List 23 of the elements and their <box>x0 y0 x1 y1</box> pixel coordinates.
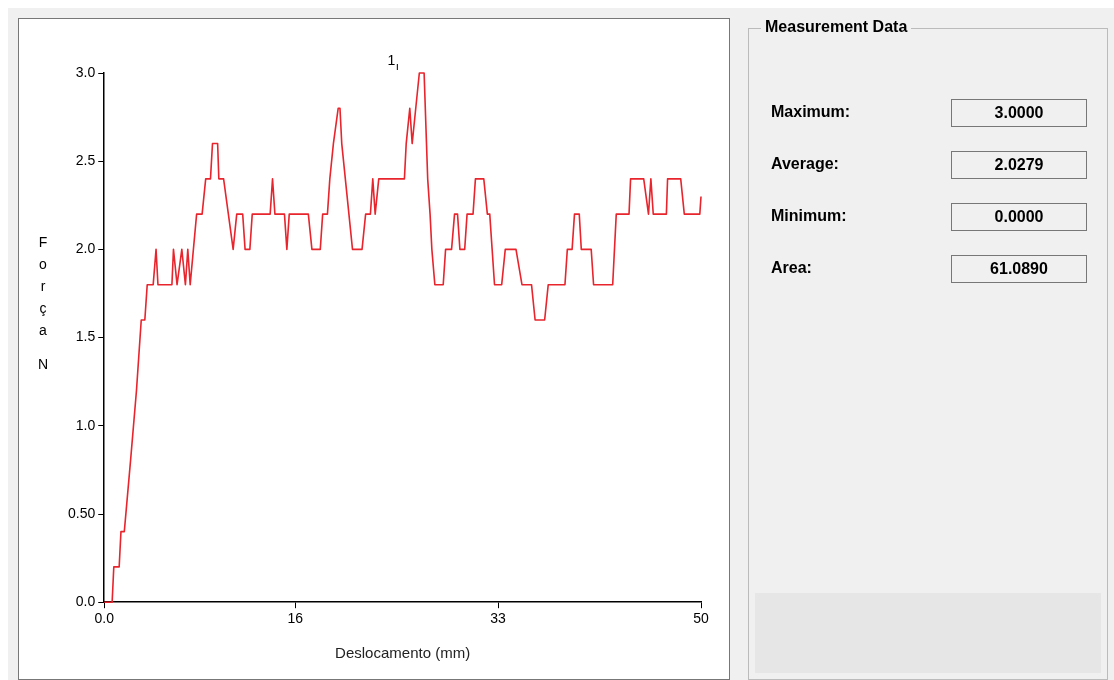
y-tick-label: 0.50 <box>68 504 96 521</box>
text: Average: <box>771 155 839 173</box>
y-tick-label: 1.0 <box>75 416 96 433</box>
text: 61.0890 <box>951 255 1087 283</box>
y-tick-label: 0.0 <box>75 593 96 610</box>
x-tick-label: 50 <box>693 610 709 627</box>
x-tick-label: 0.0 <box>94 610 115 627</box>
text: 1 <box>387 51 396 68</box>
text: Area: <box>771 259 812 277</box>
text: Minimum: <box>771 207 847 225</box>
y-tick-label: 1.5 <box>75 328 96 345</box>
x-tick-label: 16 <box>287 610 304 627</box>
x-tick-label: 33 <box>490 610 507 627</box>
y-tick-label: 2.5 <box>75 152 96 169</box>
x-axis-title: Deslocamento (mm) <box>335 644 471 662</box>
text: Maximum: <box>771 103 851 121</box>
y-tick-label: 3.0 <box>75 63 96 80</box>
text: 0.0000 <box>951 203 1087 231</box>
text: 2.0279 <box>951 151 1087 179</box>
text: Força N <box>37 234 49 372</box>
text: Measurement Data <box>761 18 912 36</box>
text: 3.0000 <box>951 99 1087 127</box>
y-tick-label: 2.0 <box>75 240 96 257</box>
